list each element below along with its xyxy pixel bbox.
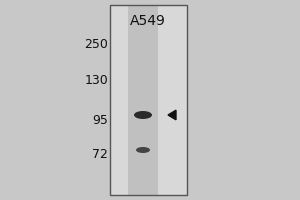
Ellipse shape — [134, 111, 152, 119]
Ellipse shape — [136, 147, 150, 153]
Bar — [110, 5, 187, 195]
Text: 130: 130 — [84, 73, 108, 86]
Text: 250: 250 — [84, 38, 108, 51]
Text: 72: 72 — [92, 148, 108, 162]
Text: A549: A549 — [130, 14, 166, 28]
Bar — [128, 5, 158, 195]
Text: 95: 95 — [92, 114, 108, 127]
Polygon shape — [168, 110, 176, 120]
Bar — [110, 5, 187, 195]
